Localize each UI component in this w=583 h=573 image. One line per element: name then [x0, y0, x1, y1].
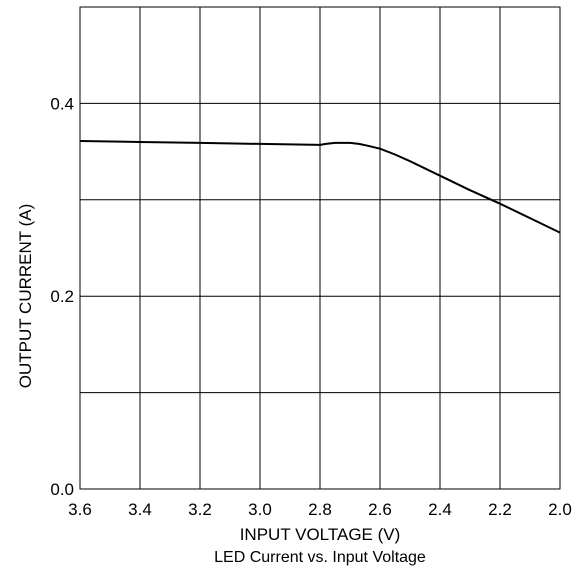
grid	[79, 7, 561, 489]
y-axis-label: OUTPUT CURRENT (A)	[16, 204, 35, 389]
chart-caption: LED Current vs. Input Voltage	[214, 549, 426, 566]
x-tick-labels: 3.6 3.4 3.2 3.0 2.8 2.6 2.4 2.2 2.0	[68, 500, 572, 519]
x-tick-label: 3.4	[128, 500, 152, 519]
x-tick-label: 2.0	[548, 500, 572, 519]
y-tick-label: 0.4	[50, 94, 74, 113]
x-tick-label: 2.2	[488, 500, 512, 519]
series-layer	[79, 140, 561, 234]
x-tick-label: 3.0	[248, 500, 272, 519]
x-axis-label: INPUT VOLTAGE (V)	[240, 525, 401, 544]
y-tick-label: 0.2	[50, 287, 74, 306]
y-tick-labels: 0.0 0.2 0.4	[50, 94, 74, 499]
plot-frame	[79, 6, 561, 490]
x-tick-label: 2.4	[428, 500, 452, 519]
y-tick-label: 0.0	[50, 480, 74, 499]
x-tick-label: 3.2	[188, 500, 212, 519]
x-tick-label: 2.8	[308, 500, 332, 519]
x-tick-label: 2.6	[368, 500, 392, 519]
series-line-0	[79, 140, 561, 234]
x-tick-label: 3.6	[68, 500, 92, 519]
